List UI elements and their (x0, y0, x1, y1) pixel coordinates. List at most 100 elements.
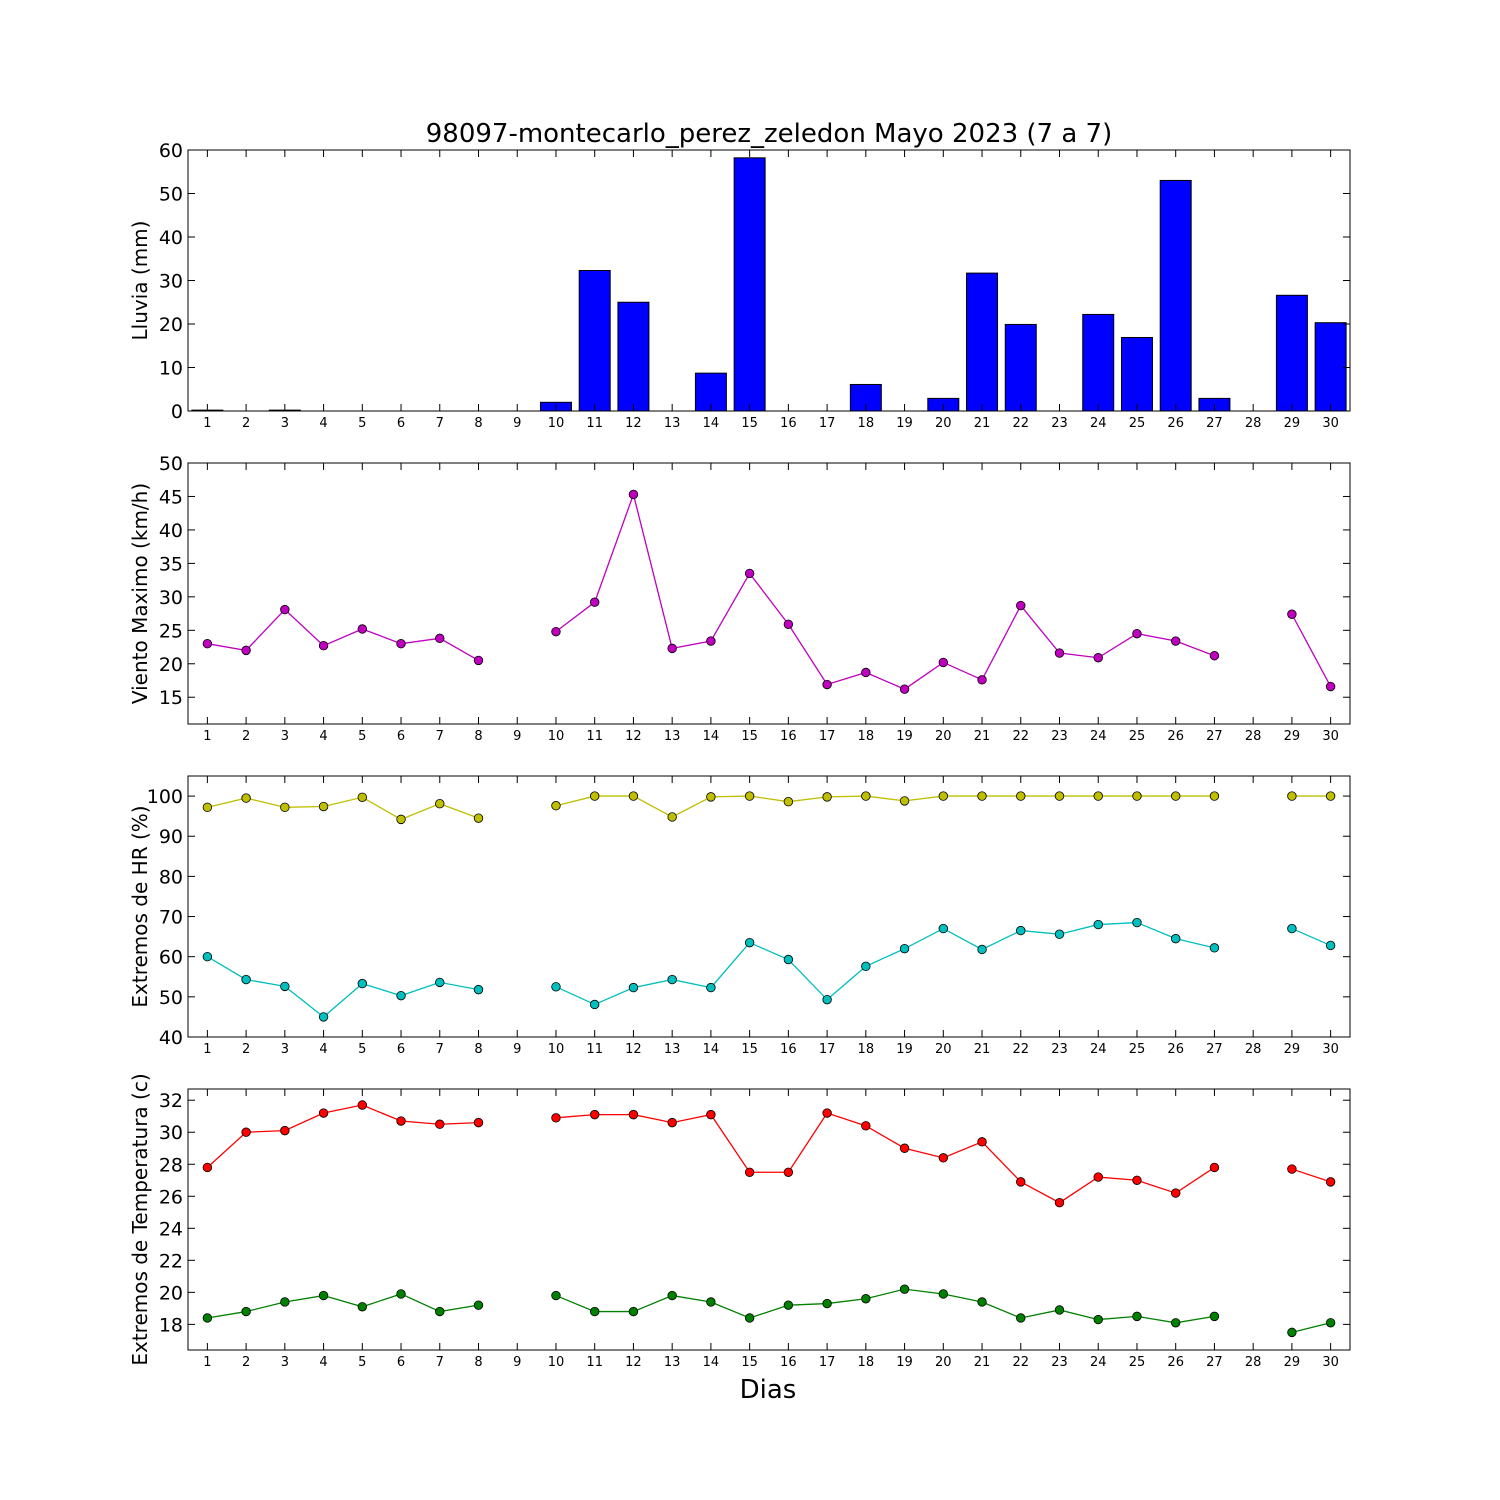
data-point (744, 568, 755, 579)
x-tick-label: 27 (1206, 416, 1223, 431)
y-tick-label: 22 (159, 1250, 183, 1272)
x-tick-label: 18 (858, 1355, 875, 1370)
data-point (1325, 1318, 1336, 1328)
data-point (628, 1306, 639, 1317)
data-point (1209, 791, 1220, 801)
data-point (551, 982, 561, 992)
data-point (318, 1108, 329, 1118)
data-point (357, 978, 368, 989)
x-tick-label: 21 (974, 416, 991, 431)
data-point (861, 667, 871, 678)
data-point (861, 961, 871, 972)
x-tick-label: 1 (203, 729, 211, 744)
data-point (1016, 1313, 1026, 1323)
data-point (280, 802, 290, 813)
series-line (1291, 927, 1331, 947)
data-point (744, 937, 755, 948)
data-point (1054, 791, 1065, 801)
x-tick-label: 21 (974, 1042, 991, 1057)
rain-bar (578, 269, 611, 412)
axes-frame (187, 462, 1351, 725)
x-tick-label: 7 (436, 1355, 444, 1370)
data-point (938, 657, 949, 668)
data-point (1170, 791, 1181, 801)
x-tick-label: 29 (1284, 1042, 1301, 1057)
data-point (899, 796, 910, 806)
data-point (396, 1289, 406, 1299)
x-tick-label: 14 (703, 729, 720, 744)
data-point (357, 624, 368, 634)
data-point (1170, 933, 1181, 944)
y-tick-label: 25 (159, 620, 183, 642)
series-line (555, 1288, 1215, 1324)
x-tick-label: 29 (1284, 729, 1301, 744)
data-point (783, 619, 794, 629)
x-tick-label: 3 (281, 1355, 289, 1370)
x-tick-label: 3 (281, 729, 289, 744)
x-tick-label: 19 (896, 729, 913, 744)
data-point (1093, 1314, 1103, 1325)
x-tick-label: 27 (1206, 1355, 1223, 1370)
series-line (207, 956, 479, 1018)
data-point (977, 944, 987, 955)
rain-bar (1314, 322, 1347, 412)
x-tick-label: 26 (1167, 416, 1184, 431)
rain-bar (1082, 313, 1115, 412)
data-point (202, 1162, 213, 1173)
y-tick-label: 40 (159, 1027, 183, 1049)
x-tick-label: 24 (1090, 729, 1107, 744)
x-tick-label: 13 (664, 416, 681, 431)
x-tick-label: 21 (974, 1355, 991, 1370)
data-point (822, 1298, 832, 1309)
x-tick-label: 7 (436, 1042, 444, 1057)
x-tick-label: 29 (1284, 416, 1301, 431)
data-point (861, 1121, 871, 1131)
data-point (202, 1313, 213, 1323)
data-point (1287, 1327, 1297, 1338)
data-point (706, 792, 716, 802)
data-point (435, 799, 445, 809)
data-point (551, 1113, 561, 1123)
x-tick-label: 4 (319, 729, 327, 744)
series-line (555, 921, 1215, 1006)
data-point (435, 633, 445, 644)
x-tick-label: 12 (625, 1042, 642, 1057)
data-point (1093, 1172, 1103, 1182)
x-tick-label: 5 (358, 729, 366, 744)
x-tick-label: 5 (358, 1355, 366, 1370)
x-tick-label: 2 (242, 1355, 250, 1370)
data-point (435, 977, 445, 988)
x-tick-label: 11 (586, 416, 603, 431)
data-point (899, 1143, 910, 1153)
x-tick-label: 4 (319, 1042, 327, 1057)
x-tick-label: 19 (896, 416, 913, 431)
data-point (822, 994, 832, 1005)
data-point (241, 1127, 251, 1137)
x-tick-label: 8 (474, 416, 482, 431)
data-point (202, 951, 213, 962)
data-point (1209, 1162, 1220, 1173)
data-point (318, 1012, 329, 1022)
data-point (667, 812, 677, 822)
y-tick-label: 20 (159, 654, 183, 676)
data-point (280, 981, 290, 992)
data-point (1132, 917, 1142, 928)
y-tick-label: 100 (147, 786, 183, 808)
x-tick-label: 4 (319, 416, 327, 431)
data-point (783, 1300, 794, 1310)
data-point (822, 792, 832, 802)
data-point (396, 990, 406, 1001)
x-tick-label: 3 (281, 1042, 289, 1057)
y-tick-label: 32 (159, 1090, 183, 1112)
x-tick-label: 26 (1167, 1355, 1184, 1370)
x-tick-label: 14 (703, 1355, 720, 1370)
data-point (590, 999, 600, 1010)
y-tick-label: 30 (159, 587, 183, 609)
x-tick-label: 26 (1167, 1042, 1184, 1057)
x-tick-label: 1 (203, 416, 211, 431)
x-tick-label: 3 (281, 416, 289, 431)
x-tick-label: 8 (474, 1355, 482, 1370)
